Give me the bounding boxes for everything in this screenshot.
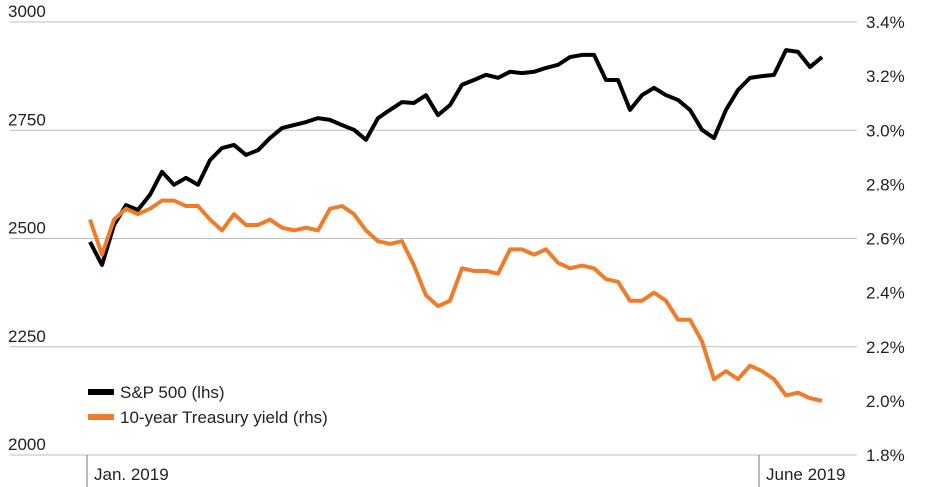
y2-tick-label: 2.4% (866, 284, 905, 303)
y2-tick-label: 3.0% (866, 121, 905, 140)
y2-tick-label: 2.6% (866, 230, 905, 249)
x-tick-label: Jan. 2019 (94, 465, 169, 484)
legend-label: 10-year Treasury yield (rhs) (120, 408, 328, 427)
y2-tick-label: 1.8% (866, 446, 905, 465)
y-tick-label: 2500 (8, 219, 46, 238)
y2-tick-label: 2.0% (866, 392, 905, 411)
series-line (88, 198, 823, 403)
x-tick-label: June 2019 (766, 465, 845, 484)
y2-tick-label: 2.8% (866, 175, 905, 194)
y-tick-label: 3000 (8, 2, 46, 21)
y2-tick-label: 3.2% (866, 67, 905, 86)
legend-label: S&P 500 (lhs) (120, 383, 225, 402)
y-tick-label: 2750 (8, 110, 46, 129)
series-line (88, 48, 824, 267)
y-tick-label: 2000 (8, 435, 46, 454)
y-tick-label: 2250 (8, 327, 46, 346)
y2-tick-label: 3.4% (866, 13, 905, 32)
y2-tick-label: 2.2% (866, 338, 905, 357)
